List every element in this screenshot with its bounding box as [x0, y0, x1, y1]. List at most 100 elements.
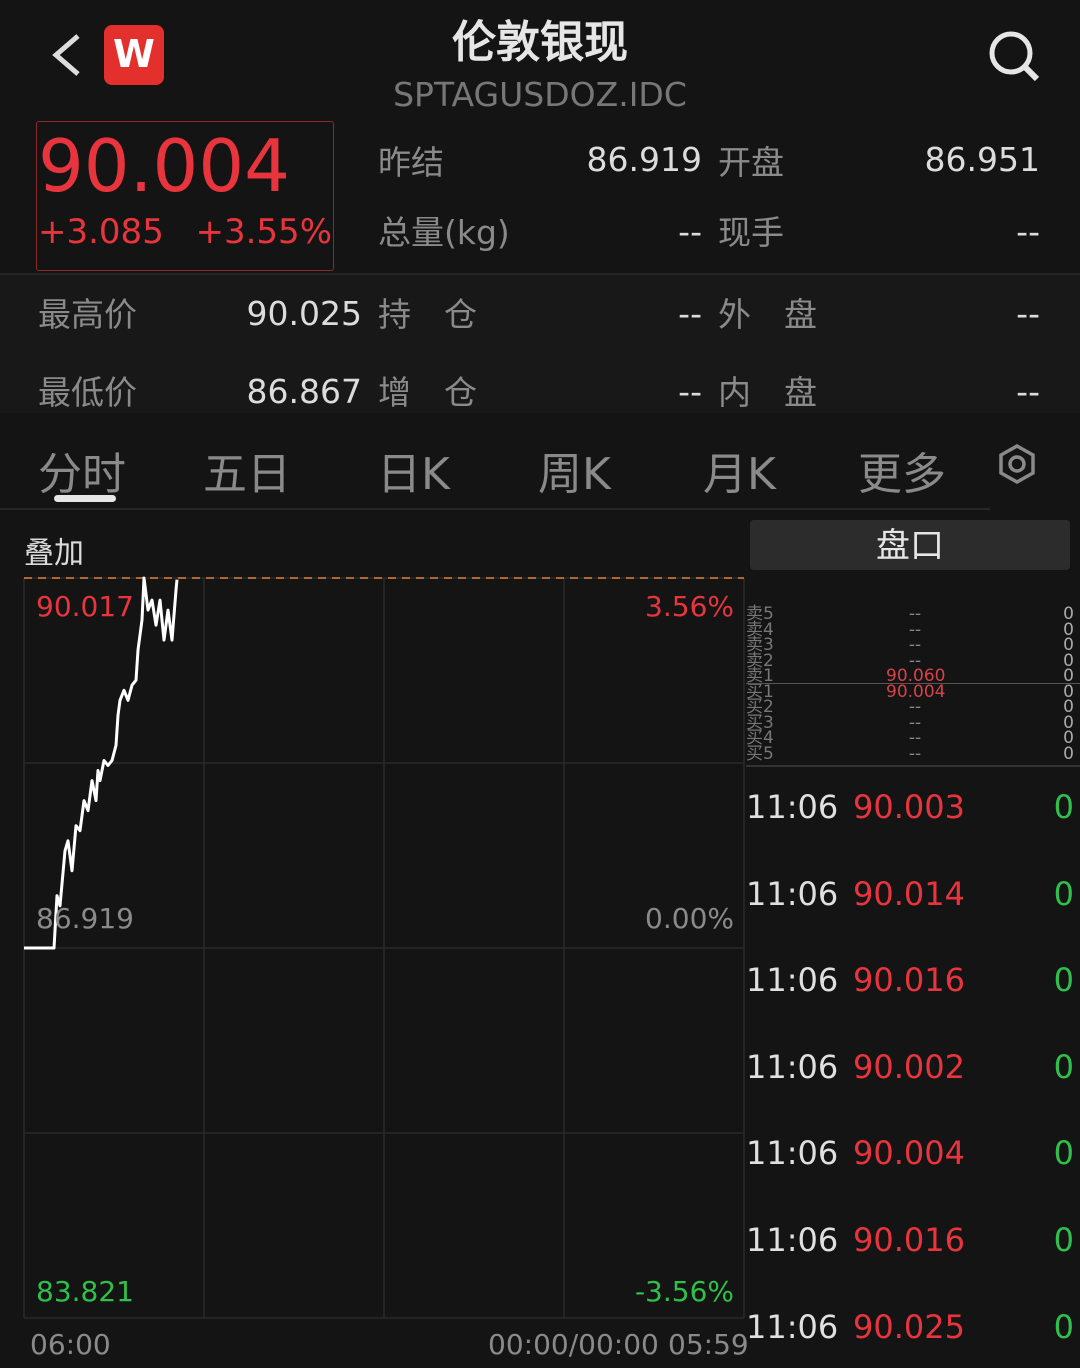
orderbook-level-volume: 0 [1063, 712, 1074, 733]
orderbook-level-label: 买3 [746, 712, 774, 733]
tab-daily-k[interactable]: 日K [377, 449, 450, 500]
orderbook-level-label: 买4 [746, 728, 774, 748]
trade-volume: 0 [1053, 1307, 1074, 1346]
y-label-bottom: 83.821 [36, 1275, 134, 1308]
orderbook-level-label: 卖4 [746, 619, 774, 640]
tab-weekly-k[interactable]: 周K [538, 449, 611, 500]
orderbook-tab[interactable]: 盘口 [750, 520, 1070, 570]
stat-value: -- [678, 294, 702, 333]
settings-icon [999, 443, 1035, 485]
divider [0, 508, 990, 510]
search-button[interactable] [985, 28, 1045, 88]
trade-price: 90.025 [853, 1307, 965, 1346]
overlay-button[interactable]: 叠加 [24, 536, 84, 571]
orderbook-level-volume: 0 [1063, 635, 1074, 655]
orderbook-level-volume: 0 [1063, 619, 1074, 640]
orderbook-level-price: -- [908, 635, 922, 655]
chart-settings-button[interactable] [996, 443, 1038, 489]
orderbook-level-price: 90.004 [886, 681, 946, 702]
tab-monthly-k[interactable]: 月K [703, 449, 776, 500]
orderbook-level-volume: 0 [1063, 681, 1074, 702]
x-label-end: 05:59 [668, 1328, 749, 1361]
price-change: +3.085 [38, 212, 164, 252]
divider [0, 273, 1080, 275]
trade-volume: 0 [1053, 874, 1074, 913]
orderbook-level-label: 买5 [746, 743, 774, 764]
orderbook-level-price: -- [908, 650, 922, 671]
tab-intraday[interactable]: 分时 [38, 449, 126, 500]
tab-more[interactable]: 更多 [858, 449, 946, 500]
orderbook-level-volume: 0 [1063, 604, 1074, 624]
trade-row: 11:06 90.003 0 [746, 788, 1080, 848]
trade-volume: 0 [1053, 1047, 1074, 1086]
stat-value: -- [678, 372, 702, 411]
trade-volume: 0 [1053, 1134, 1074, 1173]
stat-value: 86.919 [586, 140, 702, 179]
stats-panel [0, 275, 1080, 413]
trade-row: 11:06 90.014 0 [746, 875, 1080, 935]
trade-price: 90.003 [853, 788, 965, 826]
trade-time: 11:06 [746, 1221, 839, 1259]
trade-time: 11:06 [746, 1047, 839, 1086]
trade-time: 11:06 [746, 1134, 839, 1173]
stat-value: -- [1016, 294, 1040, 333]
search-icon [989, 31, 1040, 82]
orderbook-level-volume: 0 [1063, 728, 1074, 748]
orderbook-level-price: 90.060 [886, 666, 946, 686]
quote-box [36, 121, 334, 271]
pct-label-top: 3.56% [645, 590, 734, 623]
instrument-code: SPTAGUSDOZ.IDC [393, 75, 687, 114]
orderbook-level-label: 卖5 [746, 604, 774, 624]
trade-row: 11:06 90.016 0 [746, 1221, 1080, 1281]
divider [746, 765, 1080, 767]
stat-label: 最高价 [38, 295, 137, 334]
last-price: 90.004 [38, 124, 290, 208]
price-line [24, 576, 179, 950]
stat-label: 内 盘 [718, 373, 817, 412]
trade-price: 90.004 [853, 1134, 965, 1173]
pct-label-mid: 0.00% [645, 902, 734, 935]
orderbook-level-label: 卖1 [746, 666, 774, 686]
x-label-mid: 00:00/00:00 [488, 1328, 659, 1361]
pct-label-bottom: -3.56% [634, 1275, 734, 1308]
stat-value: 90.025 [246, 294, 362, 333]
stat-label: 开盘 [718, 143, 784, 182]
logo-text: W [113, 32, 155, 76]
app-logo[interactable]: W [104, 25, 164, 85]
stat-label: 增 仓 [378, 373, 477, 412]
trade-volume: 0 [1053, 788, 1074, 826]
trade-price: 90.014 [853, 874, 965, 913]
tab-five-day[interactable]: 五日 [203, 449, 291, 500]
stat-value: 86.951 [924, 140, 1040, 179]
trade-price: 90.016 [853, 1221, 965, 1259]
orderbook-level-price: -- [908, 743, 922, 764]
trade-price: 90.002 [853, 1047, 965, 1086]
stat-value: -- [678, 212, 702, 251]
stat-value: -- [1016, 212, 1040, 251]
orderbook-title: 盘口 [876, 526, 944, 566]
x-label-start: 06:00 [30, 1328, 111, 1361]
orderbook-level-price: -- [908, 712, 922, 733]
trade-time: 11:06 [746, 961, 839, 1000]
orderbook-level-volume: 0 [1063, 666, 1074, 686]
trade-row: 11:06 90.025 0 [746, 1308, 1080, 1368]
stat-label: 昨结 [378, 143, 444, 182]
stat-value: -- [1016, 372, 1040, 411]
price-change-pct: +3.55% [195, 212, 333, 252]
trade-price: 90.016 [853, 961, 965, 1000]
trade-time: 11:06 [746, 1307, 839, 1346]
back-button[interactable] [48, 30, 88, 80]
stat-label: 总量(kg) [378, 213, 510, 252]
trade-row: 11:06 90.002 0 [746, 1048, 1080, 1108]
orderbook-level-label: 买2 [746, 697, 774, 717]
y-label-top: 90.017 [36, 590, 134, 623]
chevron-left-icon [52, 34, 80, 76]
orderbook-level-price: -- [908, 697, 922, 717]
trade-time: 11:06 [746, 788, 839, 826]
stat-label: 持 仓 [378, 295, 477, 334]
orderbook-level-price: -- [908, 604, 922, 624]
stat-label: 外 盘 [718, 295, 817, 334]
trade-volume: 0 [1053, 961, 1074, 1000]
orderbook-level-label: 卖2 [746, 650, 774, 671]
orderbook-level-price: -- [908, 619, 922, 640]
